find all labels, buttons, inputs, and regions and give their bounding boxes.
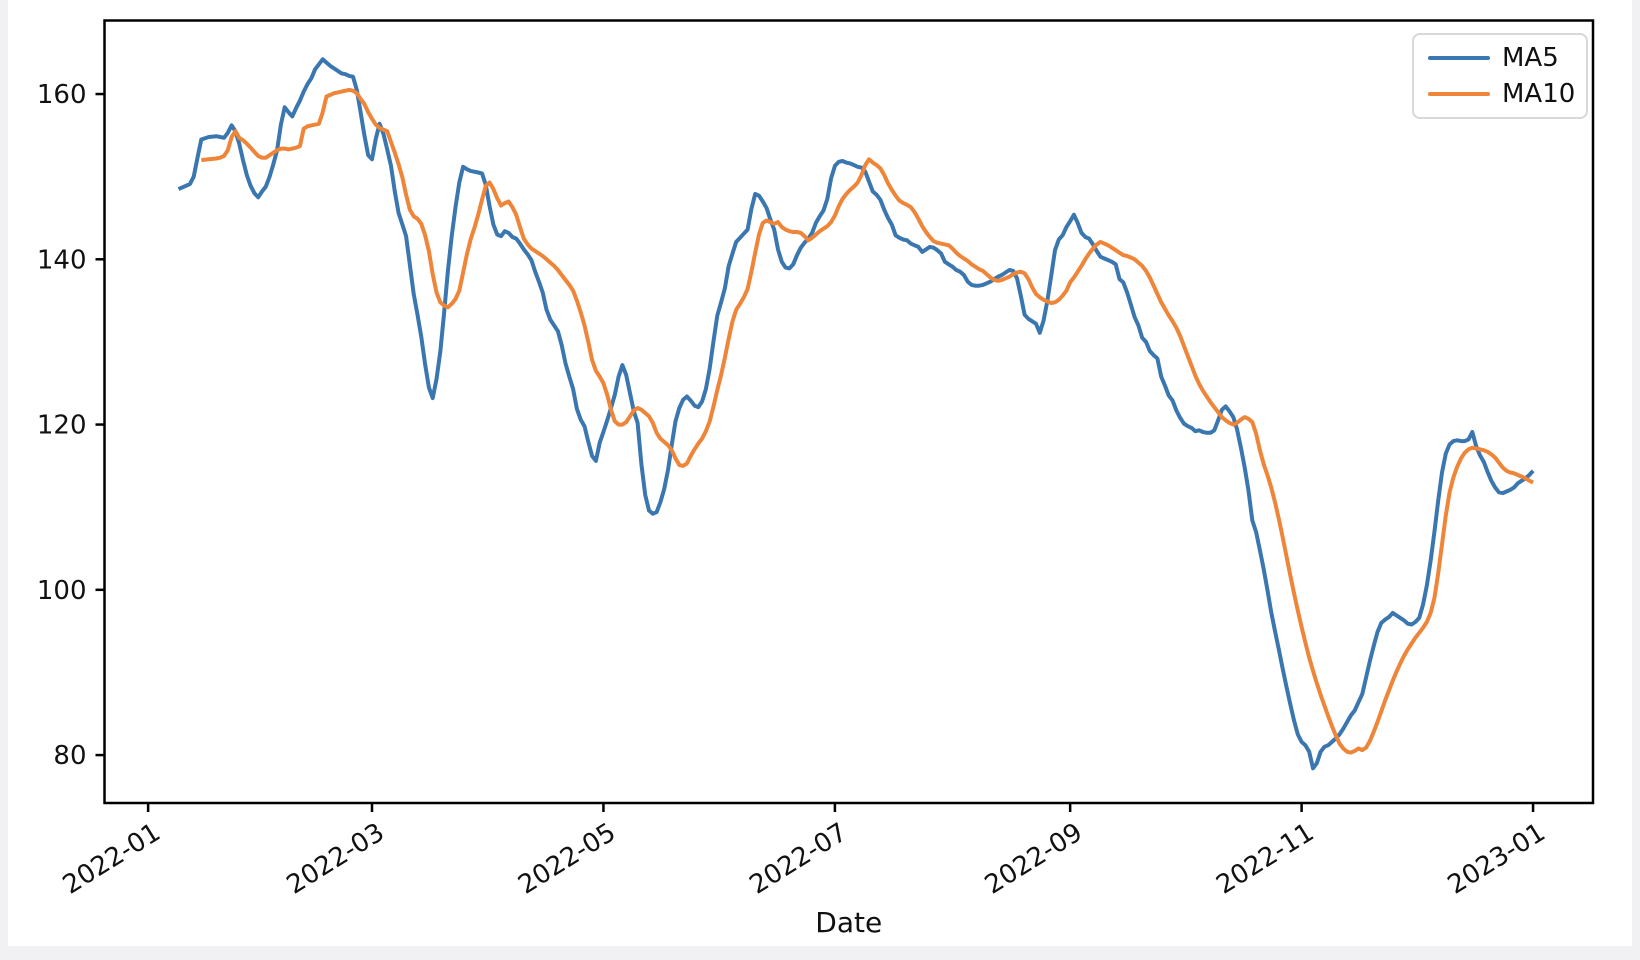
x-tick-label: 2022-09: [980, 817, 1088, 900]
legend-row-ma5: MA5: [1428, 45, 1572, 71]
ma5-line-swatch: [1428, 56, 1490, 60]
plot-area: [104, 20, 1593, 803]
y-tick-label: 120: [37, 411, 87, 441]
y-tick-label: 140: [37, 245, 87, 275]
figure-canvas: 80 100 120 140 160 2022-01 2022-03 2022-05 2022-…: [8, 0, 1632, 946]
legend-row-ma10: MA10: [1428, 79, 1576, 109]
ma10-line: [201, 87, 1534, 755]
x-tick-label: 2022-07: [745, 817, 853, 900]
x-tick-label: 2022-05: [513, 817, 621, 900]
legend-label-ma5: MA5: [1502, 43, 1559, 73]
ma5-line: [177, 57, 1535, 771]
y-tick-label: 100: [37, 576, 87, 606]
x-axis-title: Date: [815, 906, 882, 939]
legend: MA5 MA10: [1412, 33, 1588, 119]
x-tick-label: 2022-03: [282, 817, 390, 900]
legend-label-ma10: MA10: [1502, 79, 1576, 109]
y-tick-label: 160: [37, 80, 87, 110]
y-tick-label: 80: [53, 741, 86, 771]
x-tick-label: 2022-11: [1211, 817, 1319, 900]
x-tick-label: 2023-01: [1443, 817, 1551, 900]
ma10-line-swatch: [1428, 92, 1490, 96]
plot-border: [103, 19, 1595, 805]
x-tick-label: 2022-01: [58, 817, 166, 900]
